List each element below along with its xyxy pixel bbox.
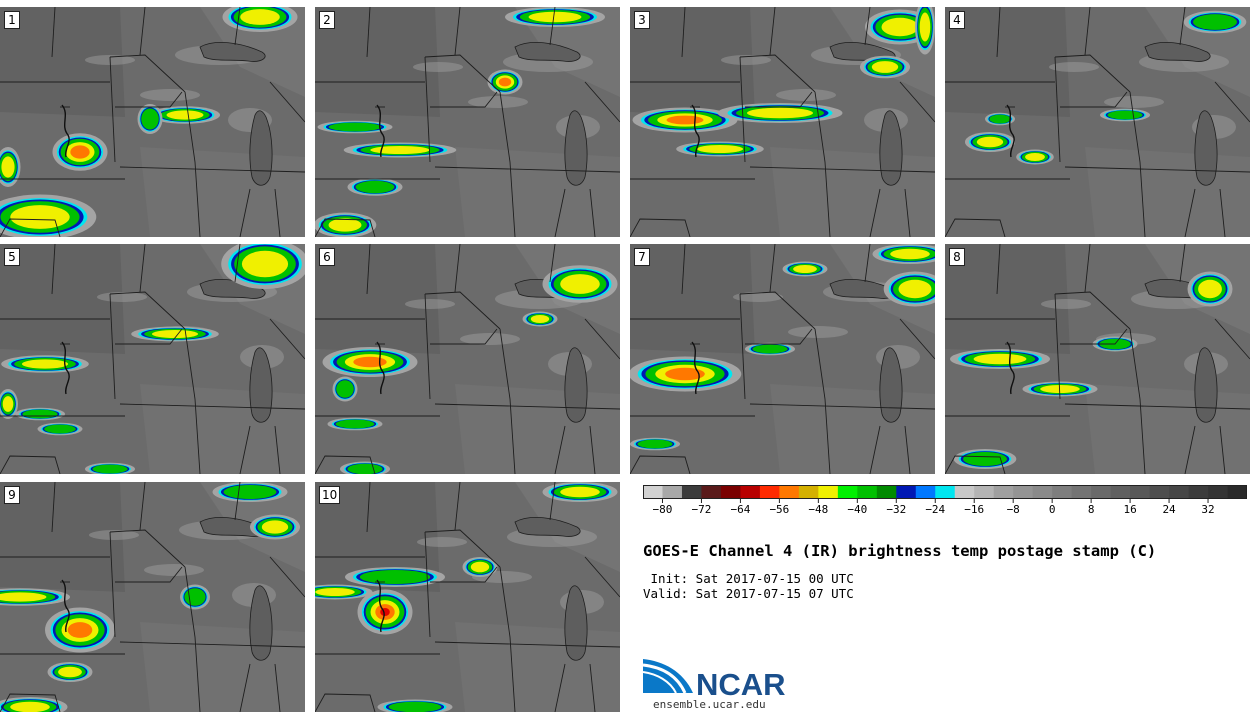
stamp-panel-7: 7 <box>630 244 935 474</box>
colorbar-swatch <box>837 485 858 499</box>
panel-number: 10 <box>319 486 341 504</box>
colorbar-tick-label: −80 <box>653 503 673 516</box>
storm-clusters <box>315 482 618 712</box>
colorbar-tick-label: −56 <box>769 503 789 516</box>
colorbar-swatch <box>876 485 897 499</box>
ir-satellite-map <box>630 244 935 474</box>
website-url: ensemble.ucar.edu <box>653 698 766 711</box>
colorbar-tick-label: −48 <box>808 503 828 516</box>
storm-clusters <box>632 7 935 157</box>
colorbar-swatch <box>1071 485 1092 499</box>
colorbar-tick-label: −8 <box>1007 503 1020 516</box>
colorbar-swatch <box>1208 485 1228 499</box>
colorbar-tick-label: 16 <box>1123 503 1136 516</box>
colorbar-swatch <box>993 485 1014 499</box>
stamp-panel-2: 2 <box>315 7 620 237</box>
ir-satellite-map <box>315 482 620 712</box>
figure-title: GOES-E Channel 4 (IR) brightness temp po… <box>643 542 1157 560</box>
stamp-panel-9: 9 <box>0 482 305 712</box>
colorbar-swatch <box>1169 485 1189 499</box>
colorbar-swatch <box>759 485 780 499</box>
colorbar-swatch <box>681 485 702 499</box>
valid-time: Valid: Sat 2017-07-15 07 UTC <box>643 586 854 601</box>
colorbar-swatch <box>935 485 956 499</box>
panel-number: 5 <box>4 248 20 266</box>
colorbar-swatch <box>1227 485 1247 499</box>
colorbar-swatch <box>1013 485 1034 499</box>
colorbar-swatch <box>1091 485 1112 499</box>
colorbar-swatch <box>1052 485 1073 499</box>
panel-number: 3 <box>634 11 650 29</box>
storm-clusters <box>322 265 618 474</box>
colorbar-swatch <box>1110 485 1131 499</box>
stamp-panel-8: 8 <box>945 244 1250 474</box>
storm-clusters <box>630 244 935 451</box>
colorbar-swatch <box>954 485 975 499</box>
panel-number: 4 <box>949 11 965 29</box>
colorbar-tick-label: −24 <box>925 503 945 516</box>
colorbar-tick-label: −40 <box>847 503 867 516</box>
stamp-panel-1: 1 <box>0 7 305 237</box>
panel-number: 7 <box>634 248 650 266</box>
colorbar-tick-label: 8 <box>1088 503 1095 516</box>
colorbar-swatch <box>798 485 819 499</box>
colorbar-tick-label: −16 <box>964 503 984 516</box>
ir-satellite-map <box>315 244 620 474</box>
panel-number: 2 <box>319 11 335 29</box>
colorbar-swatch <box>818 485 839 499</box>
ir-satellite-map <box>0 482 305 712</box>
storm-clusters <box>315 7 605 237</box>
storm-clusters <box>0 482 300 712</box>
colorbar-swatch <box>1130 485 1150 499</box>
stamp-panel-5: 5 <box>0 244 305 474</box>
stamp-panel-3: 3 <box>630 7 935 237</box>
colorbar-swatch <box>740 485 761 499</box>
init-time: Init: Sat 2017-07-15 00 UTC <box>643 571 854 586</box>
colorbar-tick-label: −64 <box>730 503 750 516</box>
ir-satellite-map <box>630 7 935 237</box>
colorbar-swatch <box>915 485 936 499</box>
colorbar-tick-label: −32 <box>886 503 906 516</box>
colorbar-swatch <box>643 485 663 499</box>
colorbar-legend: −80 −72 −64 −56 −48 −40 −32 −24 −16 −8 0 8 16 24 32 <box>643 485 1247 516</box>
colorbar-swatch <box>779 485 800 499</box>
stamp-panel-10: 10 <box>315 482 620 712</box>
colorbar-swatch <box>662 485 683 499</box>
stamp-panel-4: 4 <box>945 7 1250 237</box>
colorbar-tick-label: 0 <box>1049 503 1056 516</box>
ir-satellite-map <box>945 7 1250 237</box>
colorbar-swatch <box>974 485 995 499</box>
panel-number: 8 <box>949 248 965 266</box>
colorbar-swatch <box>701 485 722 499</box>
stamp-panel-6: 6 <box>315 244 620 474</box>
ir-satellite-map <box>315 7 620 237</box>
colorbar-swatch <box>1188 485 1209 499</box>
panel-number: 1 <box>4 11 20 29</box>
ir-satellite-map <box>945 244 1250 474</box>
ncar-logo-text: NCAR <box>696 667 786 702</box>
panel-number: 6 <box>319 248 335 266</box>
ncar-logo: NCAR <box>643 659 786 702</box>
colorbar-tick-label: 32 <box>1201 503 1214 516</box>
colorbar-swatch <box>857 485 878 499</box>
colorbar-swatch <box>1149 485 1170 499</box>
storm-clusters <box>0 7 298 237</box>
panel-number: 9 <box>4 486 20 504</box>
storm-clusters <box>965 10 1247 165</box>
storm-clusters <box>950 271 1233 469</box>
colorbar-swatch <box>720 485 741 499</box>
colorbar-tick-label: 24 <box>1162 503 1176 516</box>
storm-clusters <box>0 244 305 474</box>
ir-satellite-map <box>0 7 305 237</box>
colorbar-swatch <box>1032 485 1053 499</box>
ir-satellite-map <box>0 244 305 474</box>
colorbar-swatch <box>896 485 917 499</box>
colorbar-tick-label: −72 <box>692 503 712 516</box>
